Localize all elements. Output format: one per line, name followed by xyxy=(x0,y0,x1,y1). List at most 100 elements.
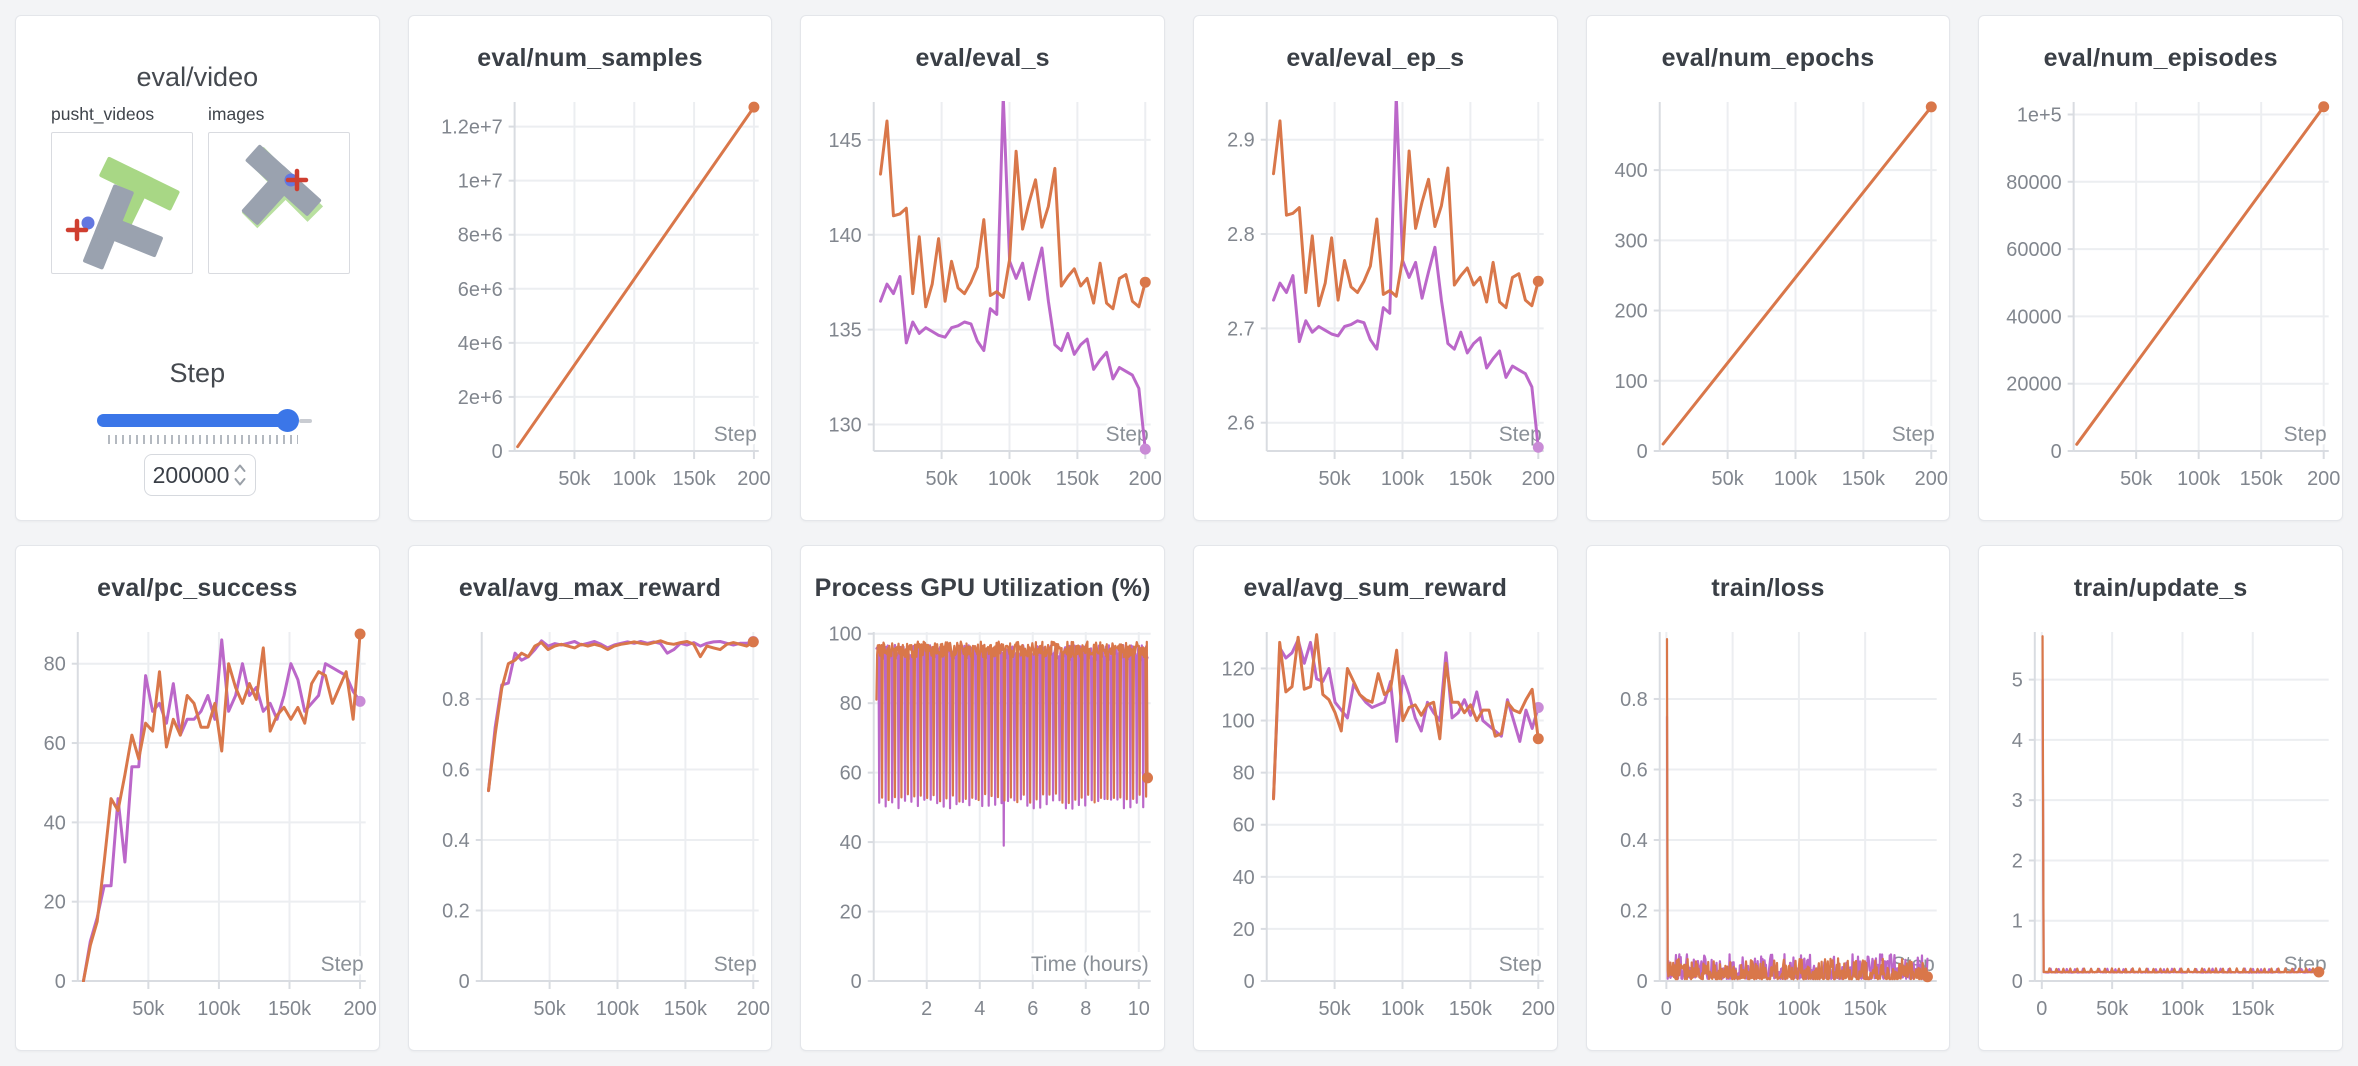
svg-text:0: 0 xyxy=(458,971,469,993)
svg-text:0.6: 0.6 xyxy=(1620,759,1648,781)
step-slider[interactable] xyxy=(97,409,299,432)
svg-text:60: 60 xyxy=(44,733,66,755)
line-chart[interactable]: 0 0.2 0.4 0.6 0.8 50k 100k 150k 200 Step xyxy=(409,612,772,1050)
line-chart[interactable]: 0 20 40 60 80 50k 100k 150k 200 Step xyxy=(16,612,379,1050)
line-chart[interactable]: 0 2e+6 4e+6 6e+6 8e+6 1e+7 1.2e+7 50k 100k 150k 20… xyxy=(409,82,772,520)
svg-text:150k: 150k xyxy=(1449,998,1492,1020)
svg-text:20: 20 xyxy=(1233,919,1255,941)
chart-panel-eval-eval-ep-s: eval/eval_ep_s 2.6 2.7 2.8 2.9 50k 100k 150k 20… xyxy=(1192,15,1558,521)
svg-text:20: 20 xyxy=(44,892,66,914)
step-value-input[interactable]: 200000 xyxy=(144,454,256,496)
svg-text:200: 200 xyxy=(1614,301,1647,323)
media-thumbnail-pusht-videos[interactable] xyxy=(51,132,193,274)
svg-text:0.2: 0.2 xyxy=(442,900,470,922)
svg-text:135: 135 xyxy=(829,320,862,342)
chart-title: eval/avg_max_reward xyxy=(458,574,722,602)
svg-text:0.8: 0.8 xyxy=(442,689,470,711)
svg-text:1.2e+7: 1.2e+7 xyxy=(441,117,502,139)
media-panel-title: eval/video xyxy=(136,62,259,92)
svg-text:50k: 50k xyxy=(1319,468,1351,490)
stepper-chevrons-icon[interactable] xyxy=(233,461,247,489)
svg-text:100k: 100k xyxy=(1777,998,1820,1020)
svg-text:200: 200 xyxy=(1914,468,1947,490)
svg-text:2.7: 2.7 xyxy=(1227,318,1255,340)
svg-text:0: 0 xyxy=(2051,441,2062,463)
chart-panel-gpu-utilization: Process GPU Utilization (%) 0 20 40 60 80 100… xyxy=(800,545,1165,1051)
svg-text:4e+6: 4e+6 xyxy=(457,333,502,355)
svg-text:0: 0 xyxy=(1244,971,1255,993)
svg-text:Step: Step xyxy=(713,423,756,446)
svg-text:10: 10 xyxy=(1128,998,1150,1020)
svg-text:100k: 100k xyxy=(197,998,240,1020)
svg-text:0.2: 0.2 xyxy=(1620,900,1648,922)
step-slider-label: Step xyxy=(169,358,226,388)
svg-text:Time (hours): Time (hours) xyxy=(1031,953,1149,976)
svg-text:Step: Step xyxy=(1499,953,1542,976)
svg-text:0: 0 xyxy=(2012,971,2023,993)
svg-text:4: 4 xyxy=(975,998,986,1020)
line-chart[interactable]: 0 20 40 60 80 100 2 4 6 8 10 Time (hours) xyxy=(801,612,1164,1050)
svg-text:40000: 40000 xyxy=(2007,306,2062,328)
chart-title: eval/num_episodes xyxy=(2043,44,2278,72)
svg-text:0: 0 xyxy=(1660,998,1671,1020)
svg-text:80: 80 xyxy=(1233,763,1255,785)
media-thumbnail-images[interactable] xyxy=(208,132,350,274)
chart-title: eval/avg_sum_reward xyxy=(1243,574,1508,602)
chart-panel-train-update-s: train/update_s 0 1 2 3 4 5 0 50k 100k 150k Step xyxy=(1978,545,2343,1051)
svg-text:Step: Step xyxy=(1891,423,1934,446)
svg-text:400: 400 xyxy=(1614,160,1647,182)
step-value: 200000 xyxy=(152,461,230,488)
svg-text:40: 40 xyxy=(840,832,862,854)
line-chart[interactable]: 0 20 40 60 80 100 120 50k 100k 150k 200 Step xyxy=(1194,612,1557,1050)
svg-text:200: 200 xyxy=(736,998,769,1020)
svg-text:100k: 100k xyxy=(612,468,655,490)
svg-text:200: 200 xyxy=(1522,998,1555,1020)
svg-text:0.4: 0.4 xyxy=(1620,830,1648,852)
svg-text:50k: 50k xyxy=(558,468,590,490)
svg-text:6e+6: 6e+6 xyxy=(457,279,502,301)
svg-text:150k: 150k xyxy=(1449,468,1492,490)
chart-title: eval/num_samples xyxy=(477,44,703,72)
svg-text:2.9: 2.9 xyxy=(1227,130,1255,152)
svg-text:0: 0 xyxy=(491,441,502,463)
svg-text:50k: 50k xyxy=(2120,468,2152,490)
chart-panel-eval-num-epochs: eval/num_epochs 0 100 200 300 400 50k 100k 150k… xyxy=(1585,15,1951,521)
svg-text:100k: 100k xyxy=(596,998,639,1020)
svg-text:8e+6: 8e+6 xyxy=(457,225,502,247)
svg-text:120: 120 xyxy=(1222,658,1255,680)
svg-text:0.8: 0.8 xyxy=(1620,689,1648,711)
chart-panel-train-loss: train/loss 0 0.2 0.4 0.6 0.8 0 50k 100k 150k Step xyxy=(1585,545,1951,1051)
svg-text:2.6: 2.6 xyxy=(1227,413,1255,435)
chart-panel-eval-avg-sum-reward: eval/avg_sum_reward 0 20 40 60 80 100 120 50k 10… xyxy=(1192,545,1558,1051)
line-chart[interactable]: 0 100 200 300 400 50k 100k 150k 200 Step xyxy=(1587,82,1950,520)
svg-text:150k: 150k xyxy=(2231,998,2274,1020)
pusht-video-frame xyxy=(65,156,180,270)
svg-text:60000: 60000 xyxy=(2007,239,2062,261)
svg-text:145: 145 xyxy=(829,130,862,152)
svg-text:Step: Step xyxy=(321,953,364,976)
chart-panel-eval-eval-s: eval/eval_s 130 135 140 145 50k 100k 150k 200 St… xyxy=(800,15,1165,521)
svg-text:100: 100 xyxy=(829,624,862,646)
svg-text:100k: 100k xyxy=(988,468,1031,490)
slider-tail xyxy=(299,419,312,423)
svg-text:80: 80 xyxy=(44,654,66,676)
target-cross-icon xyxy=(65,218,89,242)
svg-text:100: 100 xyxy=(1614,371,1647,393)
svg-text:0: 0 xyxy=(55,971,66,993)
line-chart[interactable]: 0 20000 40000 60000 80000 1e+5 50k 100k 150k 200 S… xyxy=(1979,82,2342,520)
svg-text:50k: 50k xyxy=(1319,998,1351,1020)
svg-text:100k: 100k xyxy=(1381,468,1424,490)
svg-text:100: 100 xyxy=(1222,711,1255,733)
media-label-pusht-videos: pusht_videos xyxy=(51,104,155,124)
svg-text:200: 200 xyxy=(2307,468,2340,490)
step-slider-thumb[interactable] xyxy=(276,409,299,432)
svg-text:40: 40 xyxy=(1233,867,1255,889)
svg-text:200: 200 xyxy=(1129,468,1162,490)
svg-text:0: 0 xyxy=(1636,971,1647,993)
media-label-images: images xyxy=(208,104,265,124)
svg-text:2e+6: 2e+6 xyxy=(457,387,502,409)
